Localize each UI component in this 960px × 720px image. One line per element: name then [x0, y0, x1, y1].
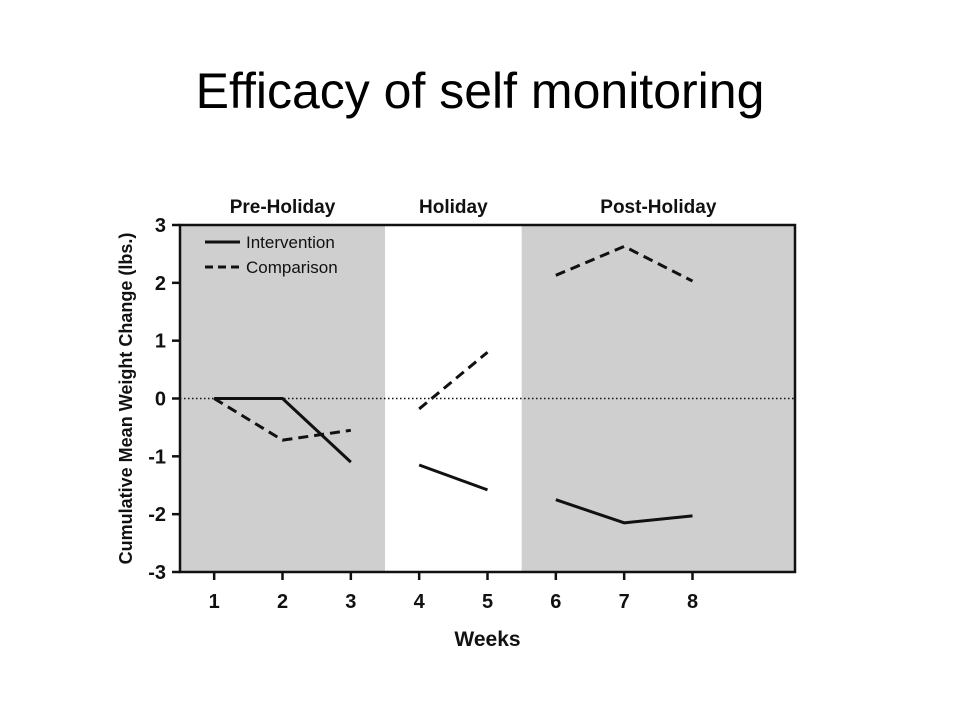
x-tick-label: 4: [414, 591, 426, 613]
x-tick-label: 7: [619, 591, 630, 613]
y-tick-label: -2: [148, 504, 166, 526]
period-label: Post-Holiday: [600, 197, 717, 218]
x-tick-label: 2: [277, 591, 288, 613]
series-line-segment: [418, 463, 489, 492]
x-axis-label: Weeks: [454, 628, 520, 651]
series-comparison: [213, 244, 694, 442]
period-label: Holiday: [419, 197, 488, 218]
y-tick-label: -3: [148, 562, 166, 584]
legend-label: Intervention: [246, 233, 335, 252]
legend-label: Comparison: [246, 258, 338, 277]
x-tick-label: 3: [345, 591, 356, 613]
series-line-segment: [555, 244, 694, 283]
series-intervention: [214, 397, 693, 525]
y-tick-label: 2: [155, 273, 166, 295]
x-tick-label: 8: [687, 591, 698, 613]
y-tick-label: 0: [155, 389, 166, 411]
slide-title: Efficacy of self monitoring: [195, 63, 765, 119]
y-axis-label: Cumulative Mean Weight Change (lbs.): [116, 233, 136, 565]
y-tick-label: -1: [148, 446, 166, 468]
x-tick-label: 5: [482, 591, 493, 613]
series-lines: [213, 244, 694, 525]
legend: Intervention Comparison: [205, 233, 338, 277]
axes: 3 2 1 0 -1 -2 -3 1 2 3 4 5 6 7 8: [148, 215, 797, 613]
series-line-segment: [418, 351, 489, 411]
y-tick-label: 1: [155, 331, 166, 353]
x-tick-label: 1: [209, 591, 220, 613]
period-label: Pre-Holiday: [230, 197, 336, 218]
period-labels: Pre-Holiday Holiday Post-Holiday: [230, 197, 717, 218]
y-tick-label: 3: [155, 215, 166, 237]
x-tick-label: 6: [550, 591, 561, 613]
